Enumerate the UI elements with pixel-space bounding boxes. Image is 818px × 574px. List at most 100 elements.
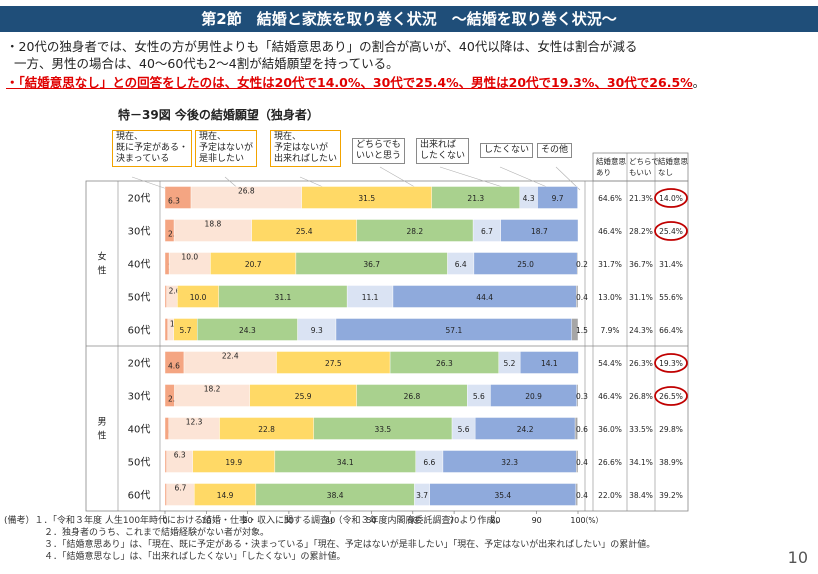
row-label: 20代 bbox=[128, 358, 151, 370]
bar-segment bbox=[166, 483, 195, 506]
bar-value-label: 25.0 bbox=[517, 260, 534, 269]
bar-value-label: 26.8 bbox=[404, 392, 421, 401]
bar-value-label: 2.2 bbox=[168, 230, 180, 239]
bar-segment bbox=[183, 351, 277, 374]
bar-segment bbox=[164, 384, 175, 407]
summary-value-either: 36.7% bbox=[629, 260, 653, 269]
legend-connector bbox=[499, 166, 555, 191]
bar-segment bbox=[274, 450, 416, 473]
legend-cat1: 現在、 既に予定がある・ 決まっている bbox=[112, 130, 193, 167]
bar-segment bbox=[472, 219, 501, 242]
bar-value-label: 34.1 bbox=[337, 458, 354, 467]
bar-segment bbox=[210, 252, 297, 275]
x-tick-label: 90 bbox=[532, 516, 542, 525]
bar-segment bbox=[429, 483, 577, 506]
row-label: 30代 bbox=[128, 226, 151, 238]
summary-value-yes: 13.0% bbox=[598, 293, 622, 302]
bar-value-label: 21.3 bbox=[467, 194, 484, 203]
bar-value-label: 4.6 bbox=[168, 362, 180, 371]
summary-header-2a: どちらで bbox=[629, 157, 659, 166]
summary-value-yes: 54.4% bbox=[598, 359, 622, 368]
bar-value-label: 5.6 bbox=[473, 392, 485, 401]
bar-segment bbox=[249, 384, 357, 407]
summary-value-either: 28.2% bbox=[629, 227, 653, 236]
bar-segment bbox=[415, 450, 444, 473]
bar-value-label: 35.4 bbox=[494, 491, 511, 500]
bar-segment bbox=[389, 351, 499, 374]
bar-value-label: 5.6 bbox=[458, 425, 470, 434]
bar-segment bbox=[346, 285, 394, 308]
summary-value-no: 25.4% bbox=[659, 227, 683, 236]
legend-connector bbox=[379, 166, 421, 191]
chart-title: 特－39図 今後の結婚願望（独身者） bbox=[118, 108, 319, 122]
summary-value-either: 34.1% bbox=[629, 458, 653, 467]
bar-segment bbox=[168, 252, 211, 275]
legend-cat2-line3: 是非したい bbox=[199, 154, 245, 164]
bar-segment bbox=[575, 483, 578, 506]
bar-segment bbox=[431, 186, 520, 209]
bar-value-label: 0.4 bbox=[576, 491, 588, 500]
bar-segment bbox=[164, 219, 175, 242]
summary-header-1b: あり bbox=[596, 168, 611, 177]
bar-segment bbox=[335, 318, 573, 341]
bar-segment bbox=[576, 384, 579, 407]
bar-value-label: 57.1 bbox=[446, 326, 463, 335]
bar-segment bbox=[474, 417, 576, 440]
bar-value-label: 2.3 bbox=[168, 395, 180, 404]
bullet-line-3-highlight: ・「結婚意思なし」との回答をしたのは、女性は20代で14.0%、30代で25.4… bbox=[6, 75, 693, 90]
row-label: 40代 bbox=[128, 259, 151, 271]
bar-segment bbox=[219, 417, 314, 440]
bar-segment bbox=[164, 318, 169, 341]
bar-value-label: 18.8 bbox=[205, 220, 222, 229]
bar-value-label: 12.3 bbox=[186, 418, 203, 427]
bar-segment bbox=[519, 186, 538, 209]
bar-segment bbox=[297, 318, 337, 341]
bar-value-label: 5.7 bbox=[179, 326, 191, 335]
legend-cat1-line1: 現在、 bbox=[116, 132, 144, 142]
bar-value-label: 31.5 bbox=[358, 194, 375, 203]
x-axis-unit: （%） bbox=[581, 516, 603, 525]
summary-header-1a: 結婚意思 bbox=[596, 156, 626, 166]
bullet-line-3: ・「結婚意思なし」との回答をしたのは、女性は20代で14.0%、30代で25.4… bbox=[6, 74, 705, 91]
bullet-line-1: ・20代の独身者では、女性の方が男性よりも「結婚意思あり」の割合が高いが、40代… bbox=[6, 39, 638, 54]
bar-segment bbox=[414, 483, 430, 506]
legend-cat6: したくない bbox=[480, 143, 534, 158]
bar-value-label: 6.3 bbox=[168, 197, 180, 206]
summary-value-no: 55.6% bbox=[659, 293, 683, 302]
bar-value-label: 0.4 bbox=[168, 496, 180, 505]
bar-value-label: 0.4 bbox=[576, 293, 588, 302]
summary-value-either: 26.3% bbox=[629, 359, 653, 368]
summary-value-no: 19.3% bbox=[659, 359, 683, 368]
row-label: 60代 bbox=[128, 490, 151, 502]
bar-segment bbox=[251, 219, 357, 242]
group-label-female-1: 女 bbox=[97, 251, 106, 263]
summary-header-2b: もいい bbox=[629, 168, 651, 177]
summary-header-3a: 結婚意思 bbox=[658, 156, 688, 166]
bar-segment bbox=[392, 285, 577, 308]
bar-segment bbox=[177, 285, 219, 308]
bullet-line-3-end: 。 bbox=[692, 75, 706, 90]
row-label: 50代 bbox=[128, 457, 151, 469]
summary-value-no: 38.9% bbox=[659, 458, 683, 467]
bar-segment bbox=[168, 417, 220, 440]
row-label: 20代 bbox=[128, 193, 151, 205]
group-label-male-1: 男 bbox=[97, 417, 106, 428]
legend-cat4: どちらでも いいと思う bbox=[352, 138, 406, 164]
bar-segment bbox=[276, 351, 391, 374]
summary-value-yes: 64.6% bbox=[598, 194, 622, 203]
bar-segment bbox=[442, 450, 577, 473]
bar-value-label: 6.7 bbox=[175, 484, 187, 493]
legend-cat3-line1: 現在、 bbox=[274, 132, 302, 142]
bar-value-label: 25.9 bbox=[295, 392, 312, 401]
summary-value-either: 31.1% bbox=[629, 293, 653, 302]
bar-segment bbox=[166, 285, 178, 308]
bar-value-label: 0.2 bbox=[576, 260, 588, 269]
bar-value-label: 20.7 bbox=[245, 260, 262, 269]
bar-value-label: 28.2 bbox=[407, 227, 424, 236]
summary-value-either: 24.3% bbox=[629, 326, 653, 335]
bar-value-label: 0.9 bbox=[168, 428, 180, 437]
bar-value-label: 3.7 bbox=[416, 491, 428, 500]
bar-value-label: 0.3 bbox=[576, 392, 588, 401]
bar-segment bbox=[164, 483, 167, 506]
bar-value-label: 0.4 bbox=[168, 463, 180, 472]
